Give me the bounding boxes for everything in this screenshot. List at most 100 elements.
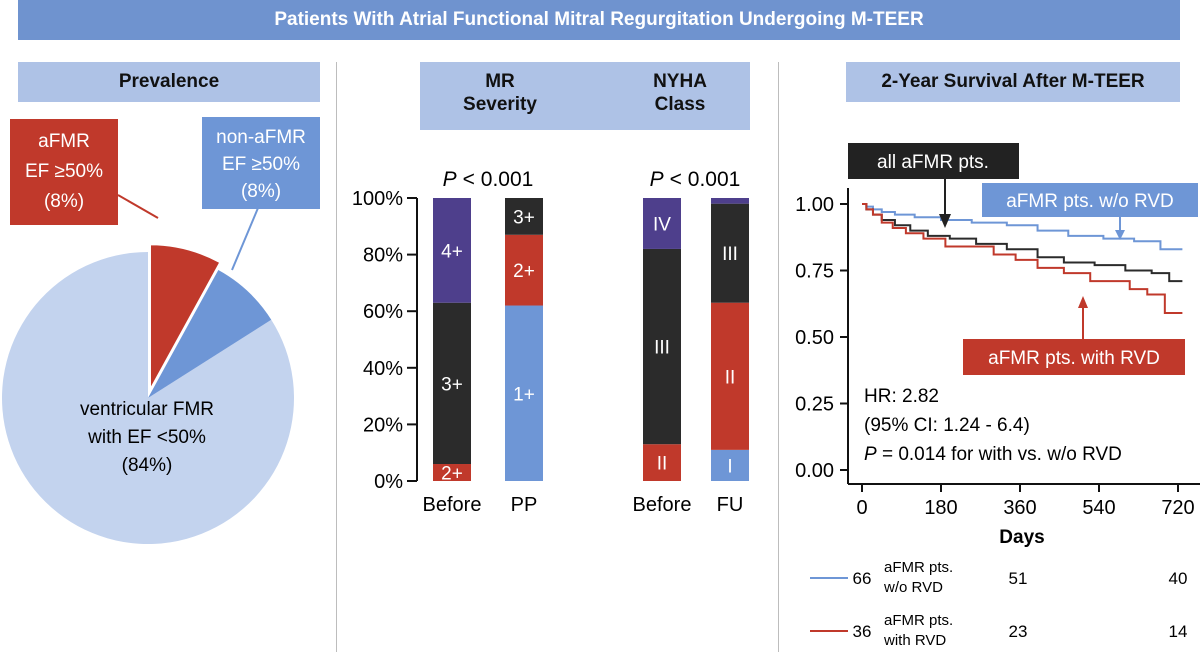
severity-header: MR Severity NYHA Class: [420, 62, 750, 130]
survival-p-letter: P: [864, 444, 877, 465]
bar-ytick-label-4: 80%: [363, 245, 403, 267]
prevalence-pie: aFMR EF ≥50% (8%) non-aFMR EF ≥50% (8%) …: [1, 117, 320, 544]
bar-mr-before-seg-1: [433, 302, 471, 465]
bar-seg-label-2-2: IV: [653, 214, 671, 235]
bar-nyha-before-seg-0: [643, 444, 681, 481]
pie-slice-non-afmr: [148, 270, 272, 398]
nyha-p-text: < 0.001: [670, 168, 741, 191]
km-xtick-label-4: 720: [1161, 497, 1194, 519]
vfmr-label-line1: ventricular FMR: [80, 399, 214, 420]
risk-norvd-name-line1: aFMR pts.: [884, 559, 953, 576]
hazard-ratio: HR: 2.82: [864, 386, 939, 407]
norvd-label: aFMR pts. w/o RVD: [1006, 191, 1174, 212]
nyha-header-line1: NYHA: [653, 71, 707, 92]
bar-mr-pp-seg-2: [505, 198, 543, 235]
prevalence-header: Prevalence: [18, 62, 320, 102]
survival-p-value: P = 0.014 for with vs. w/o RVD: [864, 444, 1122, 465]
bar-category-label-1: PP: [511, 494, 538, 516]
bar-seg-label-3-1: II: [725, 367, 736, 388]
km-xtick-label-1: 180: [924, 497, 957, 519]
bar-seg-label-2-1: III: [654, 338, 670, 359]
bar-nyha-before-seg-2: [643, 198, 681, 249]
bar-y-axis: 0% 20% 40% 60% 80% 100%: [352, 188, 418, 493]
bar-mr-before-seg-0: [433, 464, 471, 481]
bar-category-label-3: FU: [717, 494, 744, 516]
nonafmr-callout-line3: (8%): [241, 181, 281, 202]
afmr-callout-box: [10, 119, 118, 225]
km-xtick-label-0: 0: [856, 497, 867, 519]
risk-table: 66 aFMR pts. w/o RVD 51 40 36 aFMR pts. …: [810, 559, 1187, 649]
bar-seg-label-3-2: III: [722, 244, 738, 265]
risk-norvd-end: 40: [1169, 569, 1188, 588]
all-afmr-label: all aFMR pts.: [877, 152, 989, 173]
nonafmr-callout-box: [202, 117, 320, 209]
km-ytick-label-2: 0.50: [795, 327, 834, 349]
risk-norvd-name-line2: w/o RVD: [883, 579, 943, 596]
divider-left: [336, 62, 337, 652]
bar-ytick-label-2: 40%: [363, 358, 403, 380]
bar-ytick-label-3: 60%: [363, 301, 403, 323]
km-xtick-label-2: 360: [1003, 497, 1036, 519]
nyha-p-value: P < 0.001: [650, 168, 741, 191]
km-ytick-label-3: 0.75: [795, 261, 834, 283]
x-axis-label: Days: [999, 527, 1044, 548]
risk-norvd-mid: 51: [1009, 569, 1028, 588]
mr-p-text: < 0.001: [463, 168, 534, 191]
km-curve-0: [862, 203, 1183, 251]
nonafmr-callout-pointer: [231, 207, 259, 271]
bar-category-label-0: Before: [423, 494, 482, 516]
km-curves: [862, 203, 1183, 315]
all-afmr-label-box: [848, 143, 1019, 179]
bar-seg-label-3-0: I: [727, 456, 732, 477]
risk-rvd-start: 36: [853, 622, 872, 641]
bar-seg-label-0-1: 3+: [441, 374, 463, 395]
mr-p-letter: P: [443, 168, 457, 191]
bar-nyha-before-seg-1: [643, 248, 681, 445]
km-axes: 0.00 0.25 0.50 0.75 1.00 0 180 360 540 720: [795, 188, 1200, 519]
bar-seg-label-1-2: 3+: [513, 207, 535, 228]
mr-header-line1: MR: [485, 71, 515, 92]
all-afmr-arrowhead: [939, 214, 951, 228]
rvd-label: aFMR pts. with RVD: [988, 348, 1160, 369]
divider-right: [778, 62, 779, 652]
rvd-arrowhead: [1078, 296, 1088, 308]
afmr-callout-pointer: [117, 194, 159, 219]
nyha-class-header: NYHA Class: [625, 71, 735, 117]
km-xtick-label-3: 540: [1082, 497, 1115, 519]
risk-norvd-start: 66: [853, 569, 872, 588]
risk-rvd-name-line1: aFMR pts.: [884, 612, 953, 629]
mr-header-line2: Severity: [463, 93, 537, 115]
norvd-label-box: [982, 183, 1198, 217]
bar-seg-label-1-1: 2+: [513, 261, 535, 282]
bar-nyha-fu-seg-1: [711, 302, 749, 450]
nonafmr-callout-line1: non-aFMR: [216, 127, 306, 148]
bar-seg-label-1-0: 1+: [513, 384, 535, 405]
nyha-header-line2: Class: [654, 93, 706, 115]
vfmr-label-line3: (84%): [122, 455, 173, 476]
nyha-p-letter: P: [650, 168, 664, 191]
km-curve-2: [862, 203, 1183, 315]
mr-p-value: P < 0.001: [443, 168, 534, 191]
figure-title: Patients With Atrial Functional Mitral R…: [18, 0, 1180, 40]
bar-segments: 2+3+4+Before1+2+3+PPIIIIIIVBeforeIIIIIIF…: [423, 198, 749, 516]
bar-nyha-fu-seg-3: [711, 198, 749, 204]
pie-slice-afmr: [148, 243, 222, 391]
bar-category-label-2: Before: [633, 494, 692, 516]
bar-ytick-label-5: 100%: [352, 188, 403, 210]
pie-slice-vfmr: [1, 252, 294, 544]
km-ytick-label-4: 1.00: [795, 194, 834, 216]
bar-nyha-fu-seg-2: [711, 203, 749, 303]
afmr-callout-line1: aFMR: [38, 131, 90, 152]
bar-ytick-label-0: 0%: [374, 471, 403, 493]
confidence-interval: (95% CI: 1.24 - 6.4): [864, 415, 1030, 436]
bar-nyha-fu-seg-0: [711, 449, 749, 481]
km-ytick-label-1: 0.25: [795, 394, 834, 416]
survival-header: 2-Year Survival After M-TEER: [846, 62, 1180, 102]
bar-seg-label-0-0: 2+: [441, 464, 463, 485]
risk-rvd-mid: 23: [1009, 622, 1028, 641]
bar-mr-pp-seg-1: [505, 234, 543, 306]
bar-ytick-label-1: 20%: [363, 414, 403, 436]
vfmr-label-line2: with EF <50%: [87, 427, 206, 448]
survival-chart: 0.00 0.25 0.50 0.75 1.00 0 180 360 540 720 all aF…: [795, 143, 1200, 649]
